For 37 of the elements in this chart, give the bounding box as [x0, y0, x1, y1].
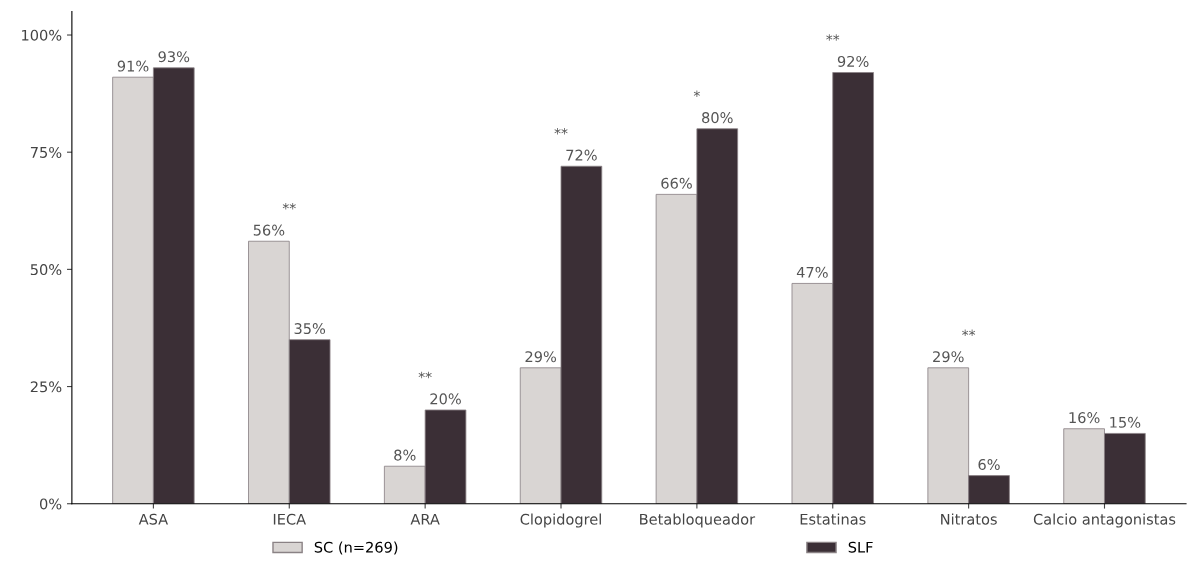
data-label: 72%	[566, 149, 597, 161]
y-tick-label: 100%	[22, 29, 62, 41]
x-tick-label: Betabloqueador	[640, 513, 756, 528]
x-tick-label: IECA	[273, 513, 306, 525]
x-tick-label: Estatinas	[800, 513, 866, 525]
data-label: 93%	[158, 51, 190, 63]
annotation: **	[554, 128, 568, 135]
y-tick-label: 25%	[30, 381, 62, 393]
y-tick-label: 75%	[30, 146, 62, 158]
data-label: 16%	[1069, 412, 1100, 424]
x-tick-label: ASA	[138, 513, 169, 525]
data-label: 92%	[837, 55, 869, 67]
annotation: *	[693, 90, 700, 97]
x-tick-label: Clopidogrel	[520, 513, 601, 528]
data-label: 47%	[796, 266, 828, 278]
annotation: **	[962, 329, 976, 336]
annotation: **	[418, 371, 432, 379]
x-tick-label: Nitratos	[941, 513, 997, 525]
legend-label: SC (n=269)	[314, 541, 398, 555]
data-label: 15%	[1110, 416, 1141, 428]
data-label: 29%	[525, 351, 557, 363]
x-tick-label: ARA	[410, 513, 440, 525]
data-label: 56%	[253, 224, 285, 236]
data-label: 35%	[294, 323, 326, 335]
data-label: 80%	[702, 112, 733, 124]
data-label: 8%	[394, 449, 416, 461]
annotation: **	[282, 203, 296, 210]
data-label: 6%	[978, 458, 1000, 470]
data-label: 91%	[117, 60, 149, 72]
x-tick-label: Calcio antagonistas	[1033, 513, 1176, 528]
y-tick-label: 50%	[30, 264, 62, 276]
data-label: 20%	[430, 393, 461, 405]
legend-label: SLF	[848, 541, 873, 553]
annotation: **	[826, 34, 840, 41]
y-tick-label: 0%	[39, 498, 62, 510]
data-label: 66%	[661, 177, 692, 189]
data-label: 29%	[933, 351, 964, 363]
